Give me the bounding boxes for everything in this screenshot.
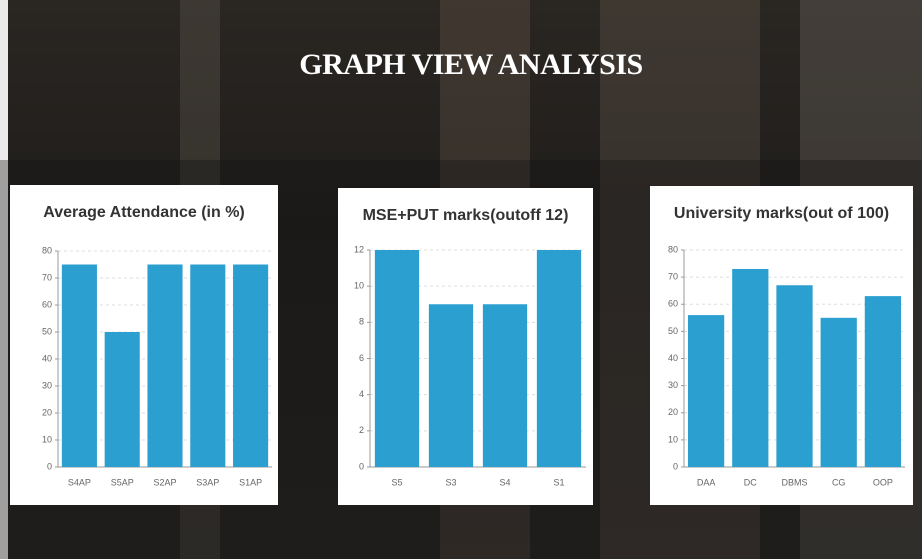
bar <box>732 269 768 467</box>
bar <box>429 304 473 467</box>
x-tick-label: S1 <box>553 477 564 487</box>
y-tick-label: 12 <box>354 244 364 254</box>
y-tick-label: 10 <box>42 434 52 444</box>
chart: University marks(out of 100) 0 10 20 30 40 50 6… <box>650 186 913 505</box>
bar <box>483 304 527 467</box>
y-tick-label: 10 <box>354 281 364 291</box>
y-tick-label: 30 <box>42 380 52 390</box>
y-tick-label: 0 <box>47 461 52 471</box>
y-tick-label: 10 <box>668 434 678 444</box>
bar <box>147 265 182 468</box>
y-tick-label: 40 <box>668 353 678 363</box>
bar <box>865 296 901 467</box>
y-tick-label: 20 <box>42 407 52 417</box>
x-tick-label: S5AP <box>111 477 134 487</box>
chart: MSE+PUT marks(outoff 12) 0 2 4 6 8 10 12 S5 S3 S4 S… <box>338 188 593 505</box>
page: GRAPH VIEW ANALYSIS Average Attendance (… <box>0 0 922 559</box>
bar <box>537 250 581 467</box>
chart-title: Average Attendance (in %) <box>43 204 245 221</box>
y-tick-label: 4 <box>359 389 364 399</box>
bar <box>233 265 268 468</box>
x-tick-label: S4 <box>499 477 510 487</box>
y-tick-label: 50 <box>42 326 52 336</box>
x-tick-label: S4AP <box>68 477 91 487</box>
y-tick-label: 50 <box>668 326 678 336</box>
x-tick-label: S3 <box>445 477 456 487</box>
y-tick-label: 20 <box>668 407 678 417</box>
x-tick-label: DC <box>744 477 757 487</box>
y-tick-label: 30 <box>668 380 678 390</box>
chart: Average Attendance (in %) 0 10 20 30 40 50 60 70… <box>10 185 278 505</box>
y-tick-label: 0 <box>673 461 678 471</box>
y-tick-label: 2 <box>359 425 364 435</box>
bar <box>190 265 225 468</box>
y-tick-label: 60 <box>668 299 678 309</box>
bar <box>821 318 857 467</box>
y-tick-label: 70 <box>668 272 678 282</box>
y-tick-label: 80 <box>668 244 678 254</box>
bar <box>62 265 97 468</box>
chart-panel: Average Attendance (in %) 0 10 20 30 40 50 60 70… <box>10 185 278 505</box>
chart-title: MSE+PUT marks(outoff 12) <box>363 207 569 224</box>
page-title: GRAPH VIEW ANALYSIS <box>0 48 922 82</box>
y-tick-label: 0 <box>359 461 364 471</box>
y-tick-label: 60 <box>42 299 52 309</box>
x-tick-label: S5 <box>391 477 402 487</box>
bar <box>688 315 724 467</box>
x-tick-label: S3AP <box>196 477 219 487</box>
x-tick-label: OOP <box>873 477 893 487</box>
bar <box>776 285 812 467</box>
chart-panel: University marks(out of 100) 0 10 20 30 40 50 6… <box>650 186 913 505</box>
x-tick-label: S1AP <box>239 477 262 487</box>
chart-title: University marks(out of 100) <box>674 205 889 222</box>
y-tick-label: 6 <box>359 353 364 363</box>
y-tick-label: 8 <box>359 317 364 327</box>
x-tick-label: CG <box>832 477 846 487</box>
chart-panel: MSE+PUT marks(outoff 12) 0 2 4 6 8 10 12 S5 S3 S4 S… <box>338 188 593 505</box>
y-tick-label: 40 <box>42 353 52 363</box>
bar <box>375 250 419 467</box>
y-tick-label: 70 <box>42 272 52 282</box>
y-tick-label: 80 <box>42 245 52 255</box>
x-tick-label: DBMS <box>781 477 807 487</box>
x-tick-label: S2AP <box>153 477 176 487</box>
x-tick-label: DAA <box>697 477 716 487</box>
bar <box>105 332 140 467</box>
